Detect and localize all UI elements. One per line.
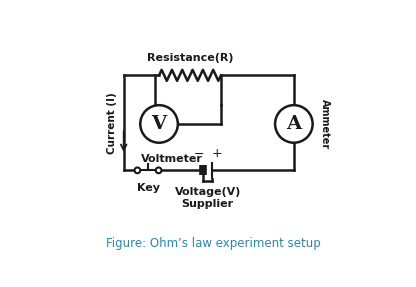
Text: +: + [212, 147, 222, 160]
Text: Voltmeter: Voltmeter [141, 154, 203, 164]
Text: Ammeter: Ammeter [320, 99, 330, 149]
Text: Current (I): Current (I) [106, 92, 116, 154]
Text: Resistance(R): Resistance(R) [147, 53, 233, 63]
Text: V: V [151, 115, 167, 133]
Circle shape [134, 168, 140, 173]
Text: −: − [193, 148, 204, 161]
Circle shape [275, 105, 313, 143]
Text: A: A [286, 115, 302, 133]
Text: Key: Key [136, 183, 159, 193]
Text: Figure: Ohm’s law experiment setup: Figure: Ohm’s law experiment setup [106, 237, 321, 250]
Circle shape [140, 105, 178, 143]
Text: Voltage(V)
Supplier: Voltage(V) Supplier [174, 187, 241, 209]
Circle shape [156, 168, 161, 173]
